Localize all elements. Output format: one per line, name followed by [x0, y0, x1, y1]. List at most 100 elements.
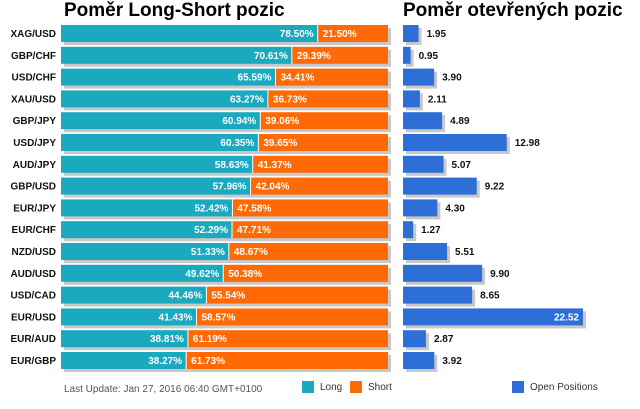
long-value-label: 49.62%	[185, 269, 219, 280]
open-position-value-label: 3.90	[442, 73, 462, 84]
long-value-label: 41.43%	[159, 312, 193, 323]
short-bar	[317, 25, 388, 42]
long-value-label: 38.27%	[148, 356, 182, 367]
open-position-value-label: 5.51	[455, 247, 475, 258]
short-value-label: 55.54%	[211, 291, 245, 302]
open-position-bar	[403, 352, 435, 369]
long-bar	[61, 134, 259, 151]
long-value-label: 44.46%	[168, 291, 202, 302]
short-value-label: 58.57%	[201, 312, 235, 323]
open-position-bar	[403, 46, 411, 64]
open-position-bar	[403, 155, 444, 173]
category-label-gbp-usd: GBP/USD	[10, 182, 56, 193]
legend-open-positions: Open Positions	[512, 381, 598, 393]
legend-short-label: Short	[368, 381, 392, 393]
long-value-label: 57.96%	[213, 182, 247, 193]
short-bar	[206, 286, 388, 304]
open-position-bar	[403, 330, 426, 348]
long-value-label: 51.33%	[191, 247, 225, 258]
open-position-bar	[403, 243, 448, 260]
legend-open-swatch	[512, 381, 524, 393]
open-positions-chart-title: Poměr otevřených pozic	[403, 0, 623, 21]
long-value-label: 52.42%	[194, 203, 228, 214]
category-label-aud-usd: AUD/USD	[10, 269, 56, 280]
short-value-label: 39.65%	[263, 138, 297, 149]
short-value-label: 34.41%	[280, 73, 314, 84]
long-bar	[61, 46, 292, 64]
open-position-bar	[403, 221, 414, 239]
short-value-label: 47.71%	[237, 225, 271, 236]
open-position-value-label: 22.52	[554, 312, 579, 323]
long-value-label: 58.63%	[215, 160, 249, 171]
legend-long-swatch	[302, 381, 314, 393]
short-value-label: 61.73%	[191, 356, 225, 367]
open-position-value-label: 8.65	[480, 291, 500, 302]
short-bar	[231, 221, 388, 239]
long-value-label: 52.29%	[194, 225, 228, 236]
open-position-bar	[403, 308, 583, 326]
category-label-eur-usd: EUR/USD	[11, 312, 56, 323]
short-value-label: 61.19%	[193, 334, 227, 345]
open-position-bar	[403, 264, 483, 282]
category-label-usd-cad: USD/CAD	[10, 291, 56, 302]
long-bar	[61, 90, 268, 108]
category-label-eur-gbp: EUR/GBP	[10, 356, 56, 367]
open-position-value-label: 9.90	[490, 269, 510, 280]
short-bar	[252, 155, 388, 173]
open-position-bar	[403, 112, 443, 130]
short-value-label: 50.38%	[228, 269, 262, 280]
long-value-label: 60.35%	[220, 138, 254, 149]
category-label-gbp-chf: GBP/CHF	[11, 51, 56, 62]
open-position-value-label: 3.92	[442, 356, 462, 367]
long-value-label: 63.27%	[230, 94, 264, 105]
category-label-eur-aud: EUR/AUD	[10, 334, 56, 345]
short-value-label: 29.39%	[297, 51, 331, 62]
last-update-text: Last Update: Jan 27, 2016 06:40 GMT+0100	[64, 384, 263, 395]
open-position-value-label: 4.89	[450, 116, 470, 127]
open-position-bar	[403, 286, 473, 304]
long-bar	[61, 221, 232, 239]
category-label-gbp-jpy: GBP/JPY	[13, 116, 57, 127]
short-bar	[260, 112, 388, 130]
short-bar	[232, 199, 388, 217]
category-label-xau-usd: XAU/USD	[11, 94, 56, 105]
open-position-value-label: 2.87	[434, 334, 454, 345]
open-position-value-label: 5.07	[452, 160, 472, 171]
long-value-label: 60.94%	[222, 116, 256, 127]
category-label-nzd-usd: NZD/USD	[12, 247, 56, 258]
legend-long-label: Long	[320, 381, 343, 393]
long-value-label: 38.81%	[150, 334, 184, 345]
short-bar	[291, 46, 388, 64]
short-bar	[223, 264, 388, 282]
open-position-bar	[403, 177, 477, 195]
category-label-usd-jpy: USD/JPY	[13, 138, 56, 149]
open-position-bar	[403, 90, 420, 108]
long-bar	[61, 243, 229, 260]
legend-short-swatch	[350, 381, 362, 393]
long-bar	[61, 112, 261, 130]
short-bar	[228, 243, 388, 260]
long-value-label: 65.59%	[238, 73, 272, 84]
category-label-usd-chf: USD/CHF	[12, 73, 56, 84]
short-value-label: 21.50%	[323, 29, 357, 40]
open-position-value-label: 2.11	[428, 94, 447, 105]
open-position-bar	[403, 134, 507, 151]
legend-open-label: Open Positions	[530, 381, 598, 393]
short-value-label: 48.67%	[234, 247, 268, 258]
short-value-label: 47.58%	[237, 203, 271, 214]
short-value-label: 36.73%	[273, 94, 307, 105]
open-position-value-label: 1.27	[421, 225, 441, 236]
legend-short: Short	[350, 381, 392, 393]
long-value-label: 70.61%	[254, 51, 288, 62]
category-label-xag-usd: XAG/USD	[10, 29, 56, 40]
long-bar	[61, 177, 251, 195]
short-bar	[196, 308, 388, 326]
open-position-bar	[403, 68, 435, 86]
legend-long: Long	[302, 381, 342, 393]
category-label-eur-jpy: EUR/JPY	[13, 203, 56, 214]
open-position-bar	[403, 199, 438, 217]
open-position-value-label: 9.22	[485, 182, 505, 193]
open-position-value-label: 4.30	[445, 203, 465, 214]
short-bar	[267, 90, 388, 108]
category-label-eur-chf: EUR/CHF	[12, 225, 56, 236]
